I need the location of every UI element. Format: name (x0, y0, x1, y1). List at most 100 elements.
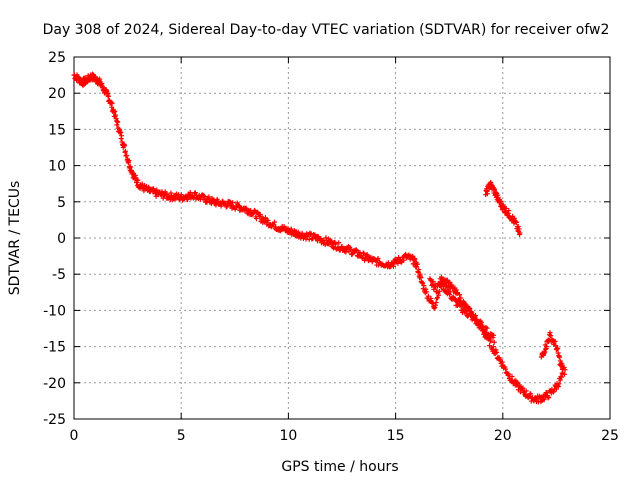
data-point (423, 286, 429, 292)
data-point (421, 283, 427, 289)
data-point (520, 385, 526, 391)
y-tick-label: -5 (52, 267, 66, 283)
y-axis-label: SDTVAR / TECUs (7, 181, 23, 296)
data-point (122, 143, 128, 149)
data-point (112, 108, 118, 114)
data-point (499, 359, 505, 365)
data-point (465, 313, 471, 319)
data-point (162, 189, 168, 195)
series-tail-segments (538, 330, 568, 377)
data-point (438, 274, 444, 280)
data-point (484, 325, 490, 331)
data-point (265, 218, 271, 224)
data-point (558, 374, 564, 380)
y-tick-label: 5 (57, 195, 66, 211)
data-point (457, 298, 463, 304)
data-point (555, 384, 561, 390)
data-point (552, 338, 558, 344)
y-tick-label: 10 (48, 159, 66, 175)
y-tick-label: -20 (43, 376, 66, 392)
y-tick-label: 20 (48, 86, 66, 102)
series-upper-branch (427, 274, 497, 345)
data-point (187, 190, 193, 196)
data-point (559, 374, 565, 380)
data-point (545, 395, 551, 401)
data-point (401, 257, 407, 263)
data-point (398, 259, 404, 265)
data-point (542, 349, 548, 355)
y-tick-label: -15 (43, 340, 66, 356)
data-point (503, 366, 509, 372)
data-point (154, 187, 160, 193)
data-point (126, 158, 132, 164)
x-tick-label: 5 (177, 428, 186, 444)
data-point (230, 200, 236, 206)
data-point (288, 226, 294, 232)
data-point (562, 367, 568, 373)
data-point (262, 215, 268, 221)
x-tick-label: 10 (279, 428, 297, 444)
data-point (514, 219, 520, 225)
data-point (515, 380, 521, 386)
data-point (498, 198, 504, 204)
data-point (491, 332, 497, 338)
data-point (517, 230, 523, 236)
data-point (300, 236, 306, 242)
data-point (556, 354, 562, 360)
data-point (447, 279, 453, 285)
data-point (432, 302, 438, 308)
data-point (361, 250, 367, 256)
data-point (453, 287, 459, 293)
data-point (429, 300, 435, 306)
data-point (492, 187, 498, 193)
data-point (550, 389, 556, 395)
data-point (214, 196, 220, 202)
data-point (557, 377, 563, 383)
data-point (561, 364, 567, 370)
data-point (467, 306, 473, 312)
y-tick-label: 0 (57, 231, 66, 247)
data-point (494, 349, 500, 355)
data-point (153, 193, 159, 199)
data-point (201, 194, 207, 200)
data-point (541, 397, 547, 403)
data-point (336, 240, 342, 246)
data-point (118, 130, 124, 136)
data-point (548, 333, 554, 339)
data-point (430, 279, 436, 285)
data-point (308, 231, 314, 237)
y-tick-label: -25 (43, 412, 66, 428)
data-point (206, 194, 212, 200)
data-point (454, 291, 460, 297)
data-point (506, 208, 512, 214)
data-point (557, 358, 563, 364)
data-point (436, 292, 442, 298)
data-point (526, 394, 532, 400)
data-point (329, 238, 335, 244)
data-point (434, 288, 440, 294)
series-secondary-trace (483, 179, 523, 238)
data-point (119, 133, 125, 139)
data-point (528, 391, 534, 397)
data-point (515, 224, 521, 230)
data-point (458, 295, 464, 301)
data-point (437, 283, 443, 289)
data-point (343, 249, 349, 255)
data-point (553, 343, 559, 349)
data-point (89, 71, 95, 77)
data-point (128, 164, 134, 170)
grid (74, 57, 610, 419)
data-point (295, 229, 301, 235)
data-point (353, 247, 359, 253)
data-point (375, 255, 381, 261)
data-point (519, 386, 525, 392)
data-point (135, 177, 141, 183)
data-point (544, 390, 550, 396)
data-point (122, 148, 128, 154)
data-point (390, 263, 396, 269)
data-point (469, 309, 475, 315)
data-point (124, 153, 130, 159)
data-point (493, 347, 499, 353)
data-points (71, 71, 568, 405)
data-point (252, 207, 258, 213)
